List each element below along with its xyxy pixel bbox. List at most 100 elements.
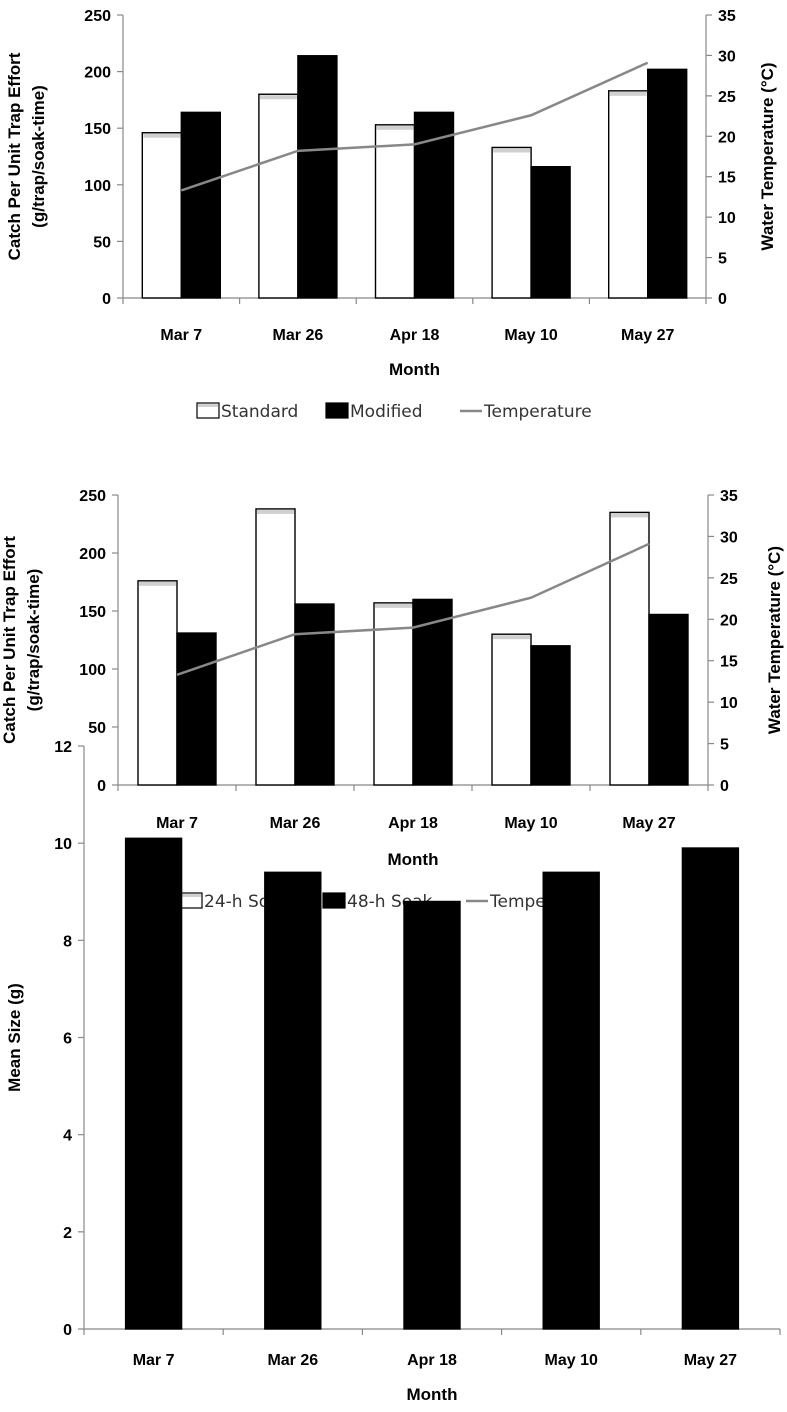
chart2-bar-highlight: [493, 635, 530, 640]
chart1-legend-label: Standard: [221, 402, 298, 422]
chart1-bar-b: [530, 165, 571, 299]
chart2-x-tick-label: Mar 7: [156, 815, 198, 832]
chart2-legend-swatch: [322, 892, 346, 909]
chart2-x-tick-label: May 27: [622, 815, 675, 832]
chart1-bar-a: [141, 132, 183, 299]
chart2-bar-a: [491, 633, 532, 786]
chart1-y2-tick-label: 30: [718, 48, 736, 65]
chart2-y2-axis-title: Water Temperature (°C): [765, 546, 784, 734]
chart1-x-tick-label: Mar 7: [160, 327, 202, 344]
chart3-x-tick-label: Mar 7: [133, 1352, 175, 1369]
chart2-x-tick-label: Mar 26: [270, 815, 321, 832]
chart1-x-tick-label: Mar 26: [273, 327, 324, 344]
chart1-temperature-line: [180, 61, 649, 192]
chart3-y-tick-label: 4: [63, 1128, 72, 1145]
chart3-y-tick-label: 0: [63, 1322, 72, 1339]
chart3-y-tick-label: 6: [63, 1031, 72, 1048]
chart2-y2-tick-label: 35: [720, 488, 738, 505]
chart3-bar-mean-size: [681, 847, 740, 1330]
chart3-bar-mean-size: [264, 871, 322, 1330]
chart3-x-axis-title: Month: [407, 1385, 458, 1404]
chart1-bar-b: [180, 111, 222, 299]
chart1-y-tick-label: 50: [93, 234, 111, 251]
chart3-x-tick-label: Apr 18: [407, 1352, 457, 1369]
chart2-bar-b: [648, 613, 689, 786]
chart1-y-axis-title: (g/trap/soak-time): [29, 85, 48, 228]
chart1-y-tick-label: 200: [84, 65, 111, 82]
chart3-bar-mean-size: [542, 871, 600, 1330]
chart1-bar-highlight: [376, 125, 414, 130]
chart3-y-axis-title: Mean Size (g): [5, 983, 24, 1092]
chart3-y-tick-label: 10: [54, 836, 72, 853]
chart2-y2-tick-label: 15: [720, 654, 738, 671]
chart1-y-tick-label: 250: [84, 8, 111, 25]
chart2-bar-a: [137, 580, 178, 786]
chart3-y-tick-label: 2: [63, 1225, 72, 1242]
chart2-y2-tick-label: 30: [720, 529, 738, 546]
chart2-bar-highlight: [375, 603, 412, 608]
chart1-y2-tick-label: 0: [718, 291, 727, 308]
chart1-y2-tick-label: 25: [718, 89, 736, 106]
chart1-y-tick-label: 0: [102, 291, 111, 308]
chart3-bar-mean-size: [403, 900, 461, 1330]
chart2-y-tick-label: 150: [79, 604, 106, 621]
chart2-y2-tick-label: 0: [720, 778, 729, 795]
chart1-y2-tick-label: 20: [718, 129, 736, 146]
chart1-y-tick-label: 100: [84, 178, 111, 195]
chart1-y2-tick-label: 35: [718, 8, 736, 25]
chart3-x-tick-label: May 27: [684, 1352, 737, 1369]
chart2-y-tick-label: 100: [79, 662, 106, 679]
chart1-x-tick-label: May 27: [621, 327, 674, 344]
chart3-x-tick-label: Mar 26: [267, 1352, 318, 1369]
chart2-y2-tick-label: 25: [720, 571, 738, 588]
chart2-y-tick-label: 250: [79, 488, 106, 505]
chart3-x-tick-label: May 10: [545, 1352, 598, 1369]
chart2-temperature-line: [176, 542, 650, 676]
chart1-bar-b: [647, 68, 688, 299]
chart2-bar-b: [412, 598, 453, 786]
chart3-y-tick-label: 8: [63, 933, 72, 950]
chart1-y2-axis-title: Water Temperature (°C): [758, 62, 777, 250]
chart2-y-tick-label: 0: [97, 778, 106, 795]
chart1-x-tick-label: May 10: [504, 327, 557, 344]
chart2-bar-a: [255, 508, 296, 786]
chart1-bar-highlight: [259, 95, 297, 100]
chart2-y2-tick-label: 10: [720, 695, 738, 712]
chart1-x-axis-title: Month: [389, 360, 440, 379]
chart2-y-tick-label: 200: [79, 546, 106, 563]
chart2-bar-highlight: [611, 513, 648, 518]
chart2-bar-a: [373, 602, 414, 786]
chart2-bar-highlight: [257, 509, 294, 514]
chart2-y2-tick-label: 5: [720, 737, 729, 754]
chart1-y2-tick-label: 5: [718, 251, 727, 268]
chart1-y2-tick-label: 15: [718, 170, 736, 187]
chart1-bar-highlight: [493, 148, 531, 153]
chart2-legend-swatch-highlight: [181, 894, 201, 897]
chart1-legend-label: Temperature: [483, 402, 592, 422]
chart1-bar-b: [297, 55, 338, 299]
chart1-legend-swatch: [325, 402, 349, 419]
chart1-y-axis-title: Catch Per Unit Trap Effort: [5, 52, 24, 260]
chart2-bar-b: [176, 632, 217, 786]
chart3-y-tick-label: 12: [54, 739, 72, 756]
chart2-y2-tick-label: 20: [720, 612, 738, 629]
chart2-x-tick-label: Apr 18: [388, 815, 438, 832]
chart3-bar-mean-size: [124, 837, 183, 1330]
chart1-bar-a: [374, 124, 416, 299]
chart1-bar-highlight: [609, 91, 647, 96]
chart2-y-tick-label: 50: [88, 720, 106, 737]
chart1-legend-swatch-highlight: [198, 404, 218, 407]
chart2-x-tick-label: May 10: [504, 815, 557, 832]
chart2-bar-b: [530, 645, 571, 786]
chart1-bar-a: [491, 146, 532, 299]
chart1-bar-a: [608, 90, 649, 299]
chart2-x-axis-title: Month: [388, 850, 439, 869]
chart1-bar-a: [258, 93, 299, 299]
chart2-y-axis-title: (g/trap/soak-time): [24, 569, 43, 712]
chart1-y2-tick-label: 10: [718, 210, 736, 227]
chart1-x-tick-label: Apr 18: [390, 327, 440, 344]
chart2-y-axis-title: Catch Per Unit Trap Effort: [0, 536, 19, 744]
chart1-bar-highlight: [143, 133, 181, 138]
chart1-legend-label: Modified: [350, 402, 423, 422]
